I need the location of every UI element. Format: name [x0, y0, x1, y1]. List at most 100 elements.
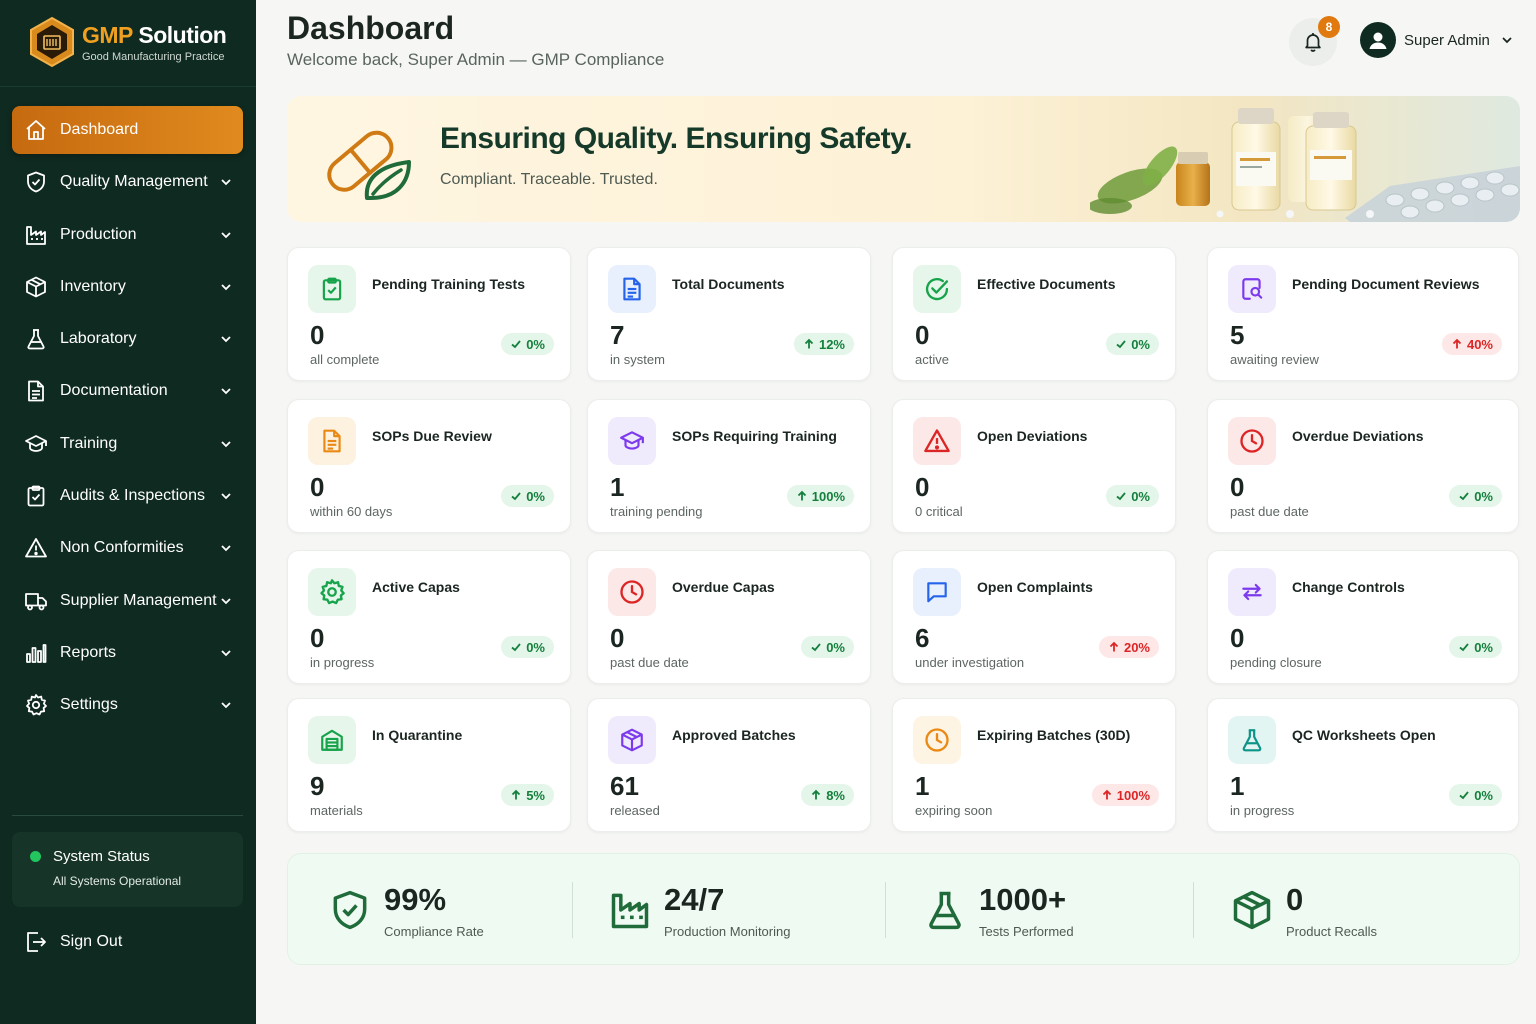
card-value: 0 — [1230, 472, 1245, 502]
chat-icon — [927, 582, 947, 603]
card-label: Change Controls — [1292, 579, 1405, 595]
card-subtext: in progress — [310, 655, 375, 670]
card-icon-box — [308, 568, 356, 616]
check-icon — [511, 340, 521, 349]
card-value: 7 — [610, 320, 625, 350]
stat-card-overdue-capas[interactable]: Overdue Capas 0 past due date 0% — [587, 550, 871, 684]
summary-product-recalls: 0 Product Recalls — [1230, 854, 1377, 966]
card-subtext: released — [610, 803, 660, 818]
stat-card-in-quarantine[interactable]: In Quarantine 9 materials 5% — [287, 698, 571, 832]
warehouse-icon — [321, 729, 343, 751]
stat-card-sops-due-review[interactable]: SOPs Due Review 0 within 60 days 0% — [287, 399, 571, 533]
sidebar-item-label: Audits & Inspections — [60, 487, 205, 505]
stat-card-open-deviations[interactable]: Open Deviations 0 0 critical 0% — [892, 399, 1176, 533]
sidebar-item-training[interactable]: Training — [12, 420, 243, 468]
user-name: Super Admin — [1404, 31, 1490, 49]
sidebar-item-quality-management[interactable]: Quality Management — [12, 158, 243, 206]
sidebar-item-production[interactable]: Production — [12, 211, 243, 259]
sidebar-item-label: Inventory — [60, 277, 126, 295]
capsule-leaf-icon — [327, 130, 411, 200]
card-label: Open Deviations — [977, 428, 1088, 444]
warning-icon — [25, 538, 47, 558]
card-subtext: within 60 days — [310, 504, 393, 519]
check-icon — [1116, 340, 1126, 349]
card-subtext: in system — [610, 352, 665, 367]
system-status: System Status All Systems Operational — [12, 832, 243, 907]
card-icon-box — [1228, 265, 1276, 313]
card-icon-box — [608, 568, 656, 616]
brand-title: GMP Solution — [82, 22, 227, 49]
stat-card-change-controls[interactable]: Change Controls 0 pending closure 0% — [1207, 550, 1519, 684]
change-badge: 0% — [1449, 485, 1502, 507]
sidebar-item-reports[interactable]: Reports — [12, 629, 243, 677]
card-label: In Quarantine — [372, 727, 463, 743]
arrow-up-icon — [812, 789, 821, 800]
card-label: SOPs Requiring Training — [672, 428, 837, 444]
summary-strip: 99% Compliance Rate 24/7 Production Moni… — [287, 853, 1520, 965]
flask-icon — [929, 891, 961, 930]
card-value: 0 — [310, 623, 325, 653]
stat-card-overdue-deviations[interactable]: Overdue Deviations 0 past due date 0% — [1207, 399, 1519, 533]
user-menu[interactable]: Super Admin — [1360, 22, 1514, 58]
change-badge: 40% — [1441, 333, 1502, 355]
summary-tests-performed: 1000+ Tests Performed — [923, 854, 1074, 966]
card-value: 61 — [610, 771, 639, 801]
chevron-down-icon — [221, 388, 231, 395]
check-icon — [511, 492, 521, 501]
stat-card-sops-requiring-training[interactable]: SOPs Requiring Training 1 training pendi… — [587, 399, 871, 533]
stat-card-pending-document-reviews[interactable]: Pending Document Reviews 5 awaiting revi… — [1207, 247, 1519, 381]
card-label: Effective Documents — [977, 276, 1116, 292]
stat-card-pending-training-tests[interactable]: Pending Training Tests 0 all complete 0% — [287, 247, 571, 381]
sidebar-item-label: Production — [60, 225, 137, 243]
card-subtext: awaiting review — [1230, 352, 1319, 367]
notification-count-badge: 8 — [1318, 16, 1340, 38]
sidebar-item-laboratory[interactable]: Laboratory — [12, 315, 243, 363]
sign-out-button[interactable]: Sign Out — [24, 930, 122, 954]
change-value: 0% — [1474, 639, 1493, 655]
summary-label: Product Recalls — [1286, 923, 1378, 939]
page-subtitle: Welcome back, Super Admin — GMP Complian… — [287, 50, 665, 69]
sidebar-item-dashboard[interactable]: Dashboard — [12, 106, 243, 154]
stat-card-qc-worksheets-open[interactable]: QC Worksheets Open 1 in progress 0% — [1207, 698, 1519, 832]
stat-card-open-complaints[interactable]: Open Complaints 6 under investigation 20… — [892, 550, 1176, 684]
sidebar-item-supplier-management[interactable]: Supplier Management — [12, 577, 243, 625]
stat-card-active-capas[interactable]: Active Capas 0 in progress 0% — [287, 550, 571, 684]
sidebar-item-inventory[interactable]: Inventory — [12, 263, 243, 311]
check-icon — [1459, 791, 1469, 800]
card-icon-box — [913, 417, 961, 465]
system-status-title: System Status — [53, 848, 150, 865]
chevron-down-icon — [1502, 37, 1512, 44]
brand-logo-icon — [30, 16, 74, 68]
sidebar-item-label: Dashboard — [60, 121, 139, 138]
stat-card-expiring-batches[interactable]: Expiring Batches (30D) 1 expiring soon 1… — [892, 698, 1176, 832]
card-icon-box — [1228, 716, 1276, 764]
change-value: 0% — [826, 639, 845, 655]
sidebar-item-settings[interactable]: Settings — [12, 681, 243, 729]
card-icon-box — [1228, 417, 1276, 465]
stat-card-effective-documents[interactable]: Effective Documents 0 active 0% — [892, 247, 1176, 381]
shield-check-icon — [27, 171, 45, 193]
card-value: 0 — [915, 472, 930, 502]
avatar — [1360, 22, 1396, 58]
brand-divider — [0, 86, 256, 87]
clock-icon — [620, 580, 644, 604]
card-icon-box — [608, 265, 656, 313]
sidebar-item-non-conformities[interactable]: Non Conformities — [12, 524, 243, 572]
flask-icon — [1242, 729, 1262, 752]
sidebar-item-label: Non Conformities — [60, 539, 184, 557]
sidebar-item-documentation[interactable]: Documentation — [12, 367, 243, 415]
arrow-up-icon — [804, 338, 814, 349]
summary-divider — [572, 882, 573, 938]
page-title: Dashboard — [287, 10, 455, 46]
stat-card-approved-batches[interactable]: Approved Batches 61 released 8% — [587, 698, 871, 832]
summary-label: Production Monitoring — [664, 923, 791, 939]
card-label: Total Documents — [672, 276, 785, 292]
change-value: 0% — [1131, 488, 1150, 504]
check-icon — [1459, 643, 1469, 652]
sidebar-item-audits-inspections[interactable]: Audits & Inspections — [12, 472, 243, 520]
card-subtext: under investigation — [915, 655, 1025, 670]
stat-card-total-documents[interactable]: Total Documents 7 in system 12% — [587, 247, 871, 381]
change-badge: 0% — [501, 636, 554, 658]
card-icon-box — [608, 716, 656, 764]
brand[interactable]: GMP Solution Good Manufacturing Practice — [28, 16, 227, 68]
